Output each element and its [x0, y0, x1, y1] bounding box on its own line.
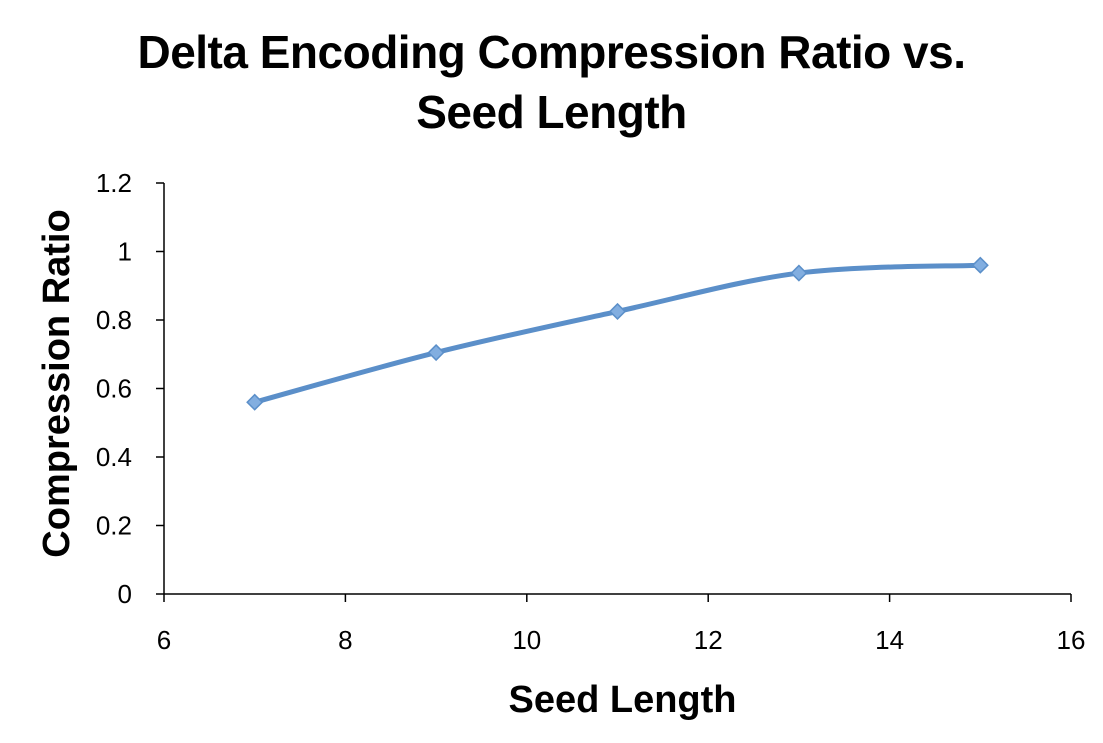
x-tick-label: 8 [338, 625, 352, 655]
data-point-marker [427, 343, 445, 362]
y-axis-group: 0 0.2 0.4 0.6 0.8 1 1.2 [96, 168, 165, 609]
y-ticks: 0 0.2 0.4 0.6 0.8 1 1.2 [96, 168, 164, 609]
data-point-marker [608, 302, 627, 320]
chart-title-line-2: Seed Length [416, 86, 687, 138]
chart-title-line-1: Delta Encoding Compression Ratio vs. [137, 26, 966, 78]
x-tick-label: 10 [512, 625, 541, 655]
x-tick-label: 14 [875, 625, 904, 655]
y-tick-label: 0.6 [96, 374, 132, 404]
x-axis-title: Seed Length [508, 679, 736, 721]
x-ticks: 6 8 10 12 14 16 [157, 594, 1086, 655]
x-tick-label: 12 [694, 625, 723, 655]
y-tick-label: 0.8 [96, 305, 132, 335]
data-point-marker [971, 256, 989, 274]
series-line [252, 262, 983, 405]
y-axis-title: Compression Ratio [36, 209, 78, 557]
data-point-marker [790, 264, 808, 282]
x-tick-label: 16 [1057, 625, 1086, 655]
y-tick-label: 0.4 [96, 442, 132, 472]
chart-title: Delta Encoding Compression Ratio vs. See… [0, 22, 1103, 142]
y-tick-label: 1.2 [96, 168, 132, 198]
x-axis-group: 6 8 10 12 14 16 [157, 593, 1086, 655]
x-tick-label: 6 [157, 625, 171, 655]
y-tick-label: 0.2 [96, 511, 132, 541]
series-layer [246, 256, 989, 411]
y-tick-label: 0 [118, 579, 132, 609]
y-tick-label: 1 [118, 237, 132, 267]
data-point-marker [246, 393, 264, 411]
